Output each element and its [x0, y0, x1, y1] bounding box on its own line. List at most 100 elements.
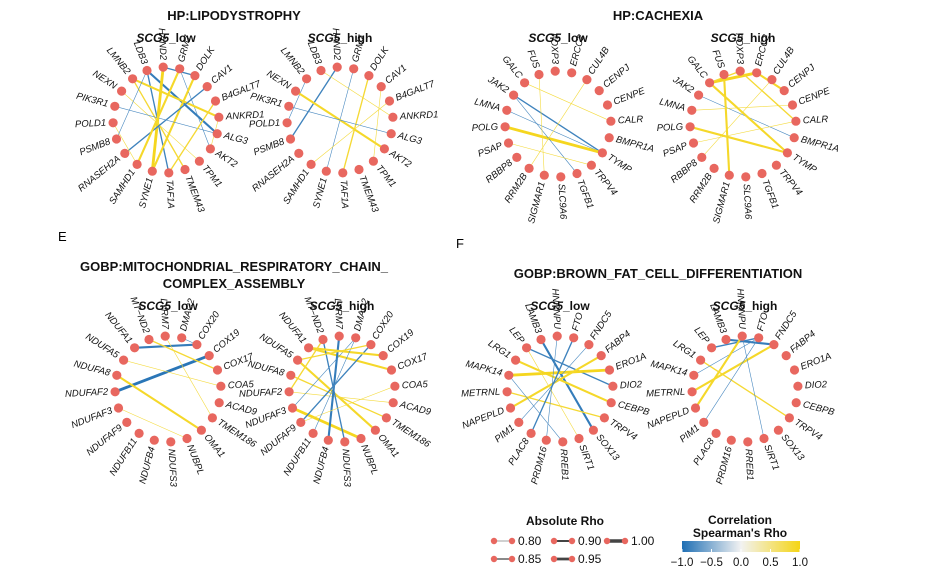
edge: [296, 343, 372, 361]
nodes: DMAC2COX20COX19COX17COA5ACAD9TMEM186OMA1…: [239, 295, 433, 488]
color-legend-tick-label: −1.0: [671, 557, 694, 569]
gene-node: [378, 351, 388, 361]
network-label: SCG5_high: [713, 299, 778, 313]
gene-label: POLG: [471, 122, 498, 134]
gene-label: POLD1: [249, 118, 281, 131]
gene-node: [164, 168, 174, 178]
network-suffix: _high: [742, 31, 775, 45]
gene-node: [370, 425, 380, 435]
gene-label: ALG3: [222, 130, 250, 147]
gene-node: [192, 340, 202, 350]
gene-label: PIM1: [678, 423, 702, 446]
gene-node: [791, 116, 801, 126]
gene-label: TAF1A: [164, 180, 176, 209]
gene-label: TRPV4: [792, 417, 824, 443]
gene-node: [376, 82, 386, 92]
gene-label: CUL4B: [586, 44, 612, 76]
gene-label: LYRM7: [158, 298, 171, 330]
edge: [151, 74, 196, 173]
gene-label: BMPR1A: [615, 134, 656, 155]
gene-label: NAPEPLD: [646, 405, 691, 431]
edge: [691, 104, 793, 111]
edge: [703, 337, 760, 423]
edges: [689, 70, 797, 177]
gene-node: [338, 168, 348, 178]
gene-label: NDUFAF2: [239, 387, 283, 400]
size-legend-label: 0.85: [518, 552, 542, 566]
gene-node: [526, 428, 536, 438]
gene-node: [596, 351, 606, 361]
gene-node: [134, 428, 144, 438]
edge: [118, 407, 188, 439]
gene-label: LMNB2: [104, 45, 133, 77]
gene-label: PIM1: [493, 423, 517, 446]
edge: [508, 374, 564, 443]
gene-node: [120, 148, 130, 158]
gene-node: [112, 370, 122, 380]
gene-label: SIGMAR1: [526, 181, 548, 225]
size-legend-node: [508, 555, 516, 563]
gene-node: [216, 381, 226, 391]
edge: [131, 78, 186, 171]
edge: [739, 70, 797, 122]
gene-label: DIO2: [805, 379, 828, 391]
gene-node: [534, 69, 544, 80]
size-legend-label: 1.00: [631, 534, 655, 548]
gene-node: [149, 435, 159, 445]
gene-label: FNDC5: [773, 309, 800, 342]
gene-label: FTO: [570, 311, 586, 333]
nodes: ERCC2CUL4BCENPJCENPECALRBMPR1ATYMPTRPV4T…: [656, 33, 840, 225]
gene-label: NDUFA5: [257, 331, 295, 361]
gene-node: [541, 435, 551, 445]
gene-label: RRM2B: [503, 171, 531, 205]
size-legend-node: [621, 537, 629, 545]
gene-label: NDUFB11: [282, 436, 314, 478]
gene-label: NDUFA5: [83, 331, 121, 361]
gene-node: [207, 413, 217, 423]
edge: [300, 343, 372, 424]
color-legend-title: Correlation: [708, 513, 772, 527]
edge: [701, 79, 773, 158]
gene-label: PRDM16: [529, 445, 550, 486]
panel-letter-f: F: [456, 236, 464, 251]
gene-label: CENPE: [797, 85, 832, 107]
gene-label: TPM1: [200, 163, 224, 190]
edge: [526, 347, 580, 439]
gene-node: [773, 425, 784, 435]
gene-label: CEBPB: [802, 399, 837, 418]
gene-node: [323, 435, 333, 445]
gene-node: [318, 334, 328, 345]
edge: [307, 346, 385, 357]
edge: [508, 142, 592, 166]
gene-label: COA5: [402, 379, 429, 391]
gene-label: PLAC8: [691, 436, 717, 468]
gene-node: [779, 86, 789, 96]
gene-node: [696, 355, 706, 365]
network-gene-name: SCG5: [711, 31, 744, 45]
edge: [310, 100, 390, 165]
gene-label: NEXN: [265, 68, 293, 92]
gene-label: NUBPL: [184, 443, 206, 477]
gene-label: OMA1: [202, 432, 228, 460]
gene-node: [160, 331, 170, 341]
edge: [545, 335, 558, 441]
size-legend-node: [508, 537, 516, 545]
gene-label: JAK2: [485, 74, 511, 97]
gene-node: [569, 333, 579, 343]
gene-label: NDUFA1: [276, 310, 308, 346]
gene-node: [602, 100, 613, 110]
gene-node: [287, 403, 298, 413]
network-suffix: _high: [341, 299, 374, 313]
gene-node: [582, 75, 592, 85]
size-legend-node: [490, 555, 498, 563]
gene-node: [356, 433, 366, 444]
gene-label: AKT2: [386, 148, 413, 171]
gene-node: [687, 387, 697, 397]
gene-node: [130, 343, 140, 353]
gene-label: LYRM7: [332, 298, 345, 330]
gene-label: CEBPB: [617, 399, 652, 418]
gene-label: HAND2: [330, 28, 343, 61]
gene-label: OMA1: [376, 432, 402, 460]
gene-node: [390, 381, 400, 391]
gene-node: [500, 122, 510, 132]
